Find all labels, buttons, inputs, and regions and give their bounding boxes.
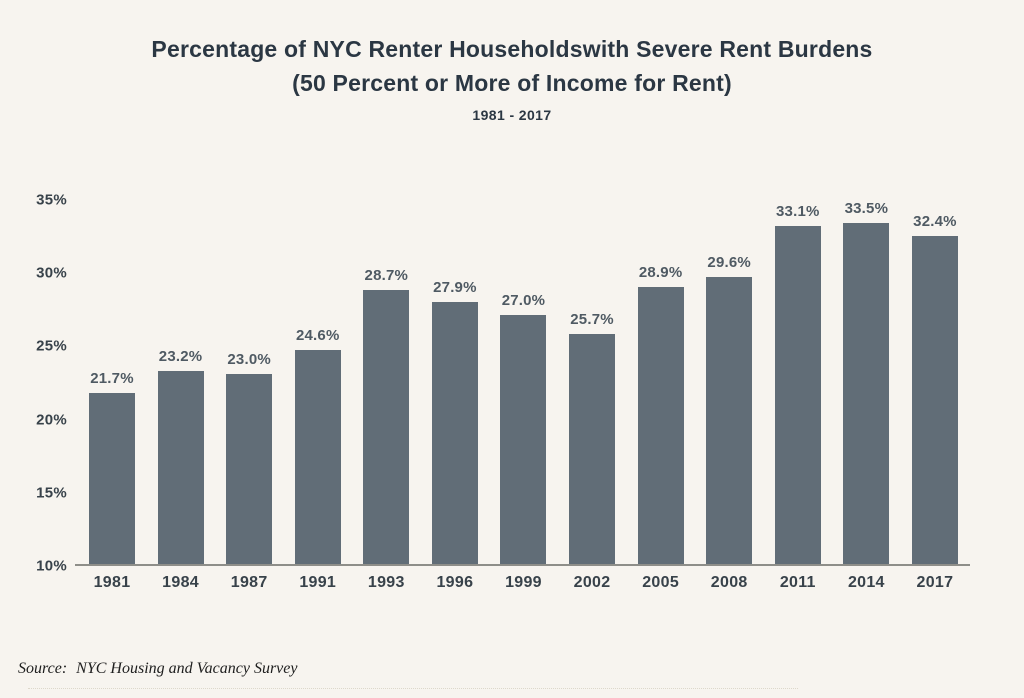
x-axis-label: 1991 xyxy=(299,574,337,591)
y-axis-tick-label: 35% xyxy=(36,191,67,209)
bar-value-label: 28.7% xyxy=(364,267,409,284)
bar-group: 28.9% 2005 xyxy=(637,200,684,591)
bar xyxy=(500,315,547,564)
bar xyxy=(363,290,410,564)
x-axis-label: 2002 xyxy=(573,574,611,591)
y-axis-tick-label: 10% xyxy=(36,557,67,575)
bar-value-label: 24.6% xyxy=(295,327,340,344)
x-axis-label: 1981 xyxy=(93,574,131,591)
bar-group: 33.5% 2014 xyxy=(843,200,890,591)
bar-chart: 35% 30% 25% 20% 15% 10% 21.7% 1981 23.2% 1984 23.… xyxy=(0,192,1024,591)
bar xyxy=(843,223,890,564)
bar-value-label: 32.4% xyxy=(913,213,957,230)
x-axis-label: 2008 xyxy=(710,574,748,591)
bar-value-label: 33.5% xyxy=(844,200,889,217)
chart-period: 1981 - 2017 xyxy=(472,107,552,123)
source-label: Source: xyxy=(18,660,68,677)
bar-value-label: 27.0% xyxy=(501,292,546,309)
bar xyxy=(431,302,478,564)
bar-value-label: 21.7% xyxy=(90,370,134,387)
bar-value-label: 29.6% xyxy=(707,254,751,271)
bar xyxy=(637,287,684,564)
bar-group: 24.6% 1991 xyxy=(294,200,341,591)
bar-group: 21.7% 1981 xyxy=(89,200,135,591)
bar-value-label: 27.9% xyxy=(433,279,477,296)
chart-header: Percentage of NYC Renter Householdswith … xyxy=(0,36,1024,123)
bar xyxy=(89,393,135,564)
x-axis-label: 2014 xyxy=(847,574,885,591)
y-axis-tick-label: 30% xyxy=(36,264,67,282)
y-axis: 35% 30% 25% 20% 15% 10% xyxy=(0,192,67,575)
bar-group: 27.9% 1996 xyxy=(431,200,478,591)
bar xyxy=(774,226,821,564)
y-axis-tick-label: 20% xyxy=(36,411,67,429)
chart-subtitle: (50 Percent or More of Income for Rent) xyxy=(292,70,732,96)
bar-value-label: 33.1% xyxy=(776,203,820,220)
bar xyxy=(911,236,958,564)
bar-value-label: 28.9% xyxy=(638,264,683,281)
bar xyxy=(294,350,341,564)
x-axis-label: 1987 xyxy=(230,574,268,591)
bar-value-label: 23.2% xyxy=(158,348,203,365)
bar-group: 23.2% 1984 xyxy=(157,200,204,591)
x-axis-label: 2005 xyxy=(642,574,680,591)
x-axis-label: 2011 xyxy=(779,574,816,591)
y-axis-tick-label: 25% xyxy=(36,337,67,355)
bar-group: 23.0% 1987 xyxy=(226,200,273,591)
bar-group: 25.7% 2002 xyxy=(569,200,616,591)
bar-group: 33.1% 2011 xyxy=(774,200,821,591)
bar-value-label: 25.7% xyxy=(570,311,614,328)
x-axis-label: 1999 xyxy=(505,574,542,591)
chart-title: Percentage of NYC Renter Householdswith … xyxy=(151,36,873,62)
x-axis-label: 2017 xyxy=(916,574,954,591)
bar-value-label: 23.0% xyxy=(227,351,271,368)
x-axis-label: 1984 xyxy=(162,574,199,591)
y-axis-tick-label: 15% xyxy=(36,484,67,502)
bar xyxy=(706,277,753,564)
source-text: NYC Housing and Vacancy Survey xyxy=(76,660,298,677)
bar xyxy=(226,374,273,564)
bar-group: 32.4% 2017 xyxy=(911,200,958,591)
bar-group: 27.0% 1999 xyxy=(500,200,547,591)
x-axis-label: 1996 xyxy=(436,574,474,591)
bar xyxy=(569,334,616,564)
bar xyxy=(157,371,204,564)
x-axis-label: 1993 xyxy=(367,574,405,591)
bottom-divider xyxy=(28,688,798,689)
bar-group: 28.7% 1993 xyxy=(363,200,410,591)
plot-area: 21.7% 1981 23.2% 1984 23.0% 1987 24.6% 1991 28.7… xyxy=(75,200,970,591)
bar-group: 29.6% 2008 xyxy=(706,200,753,591)
source-note: Source: NYC Housing and Vacancy Survey xyxy=(18,660,297,678)
